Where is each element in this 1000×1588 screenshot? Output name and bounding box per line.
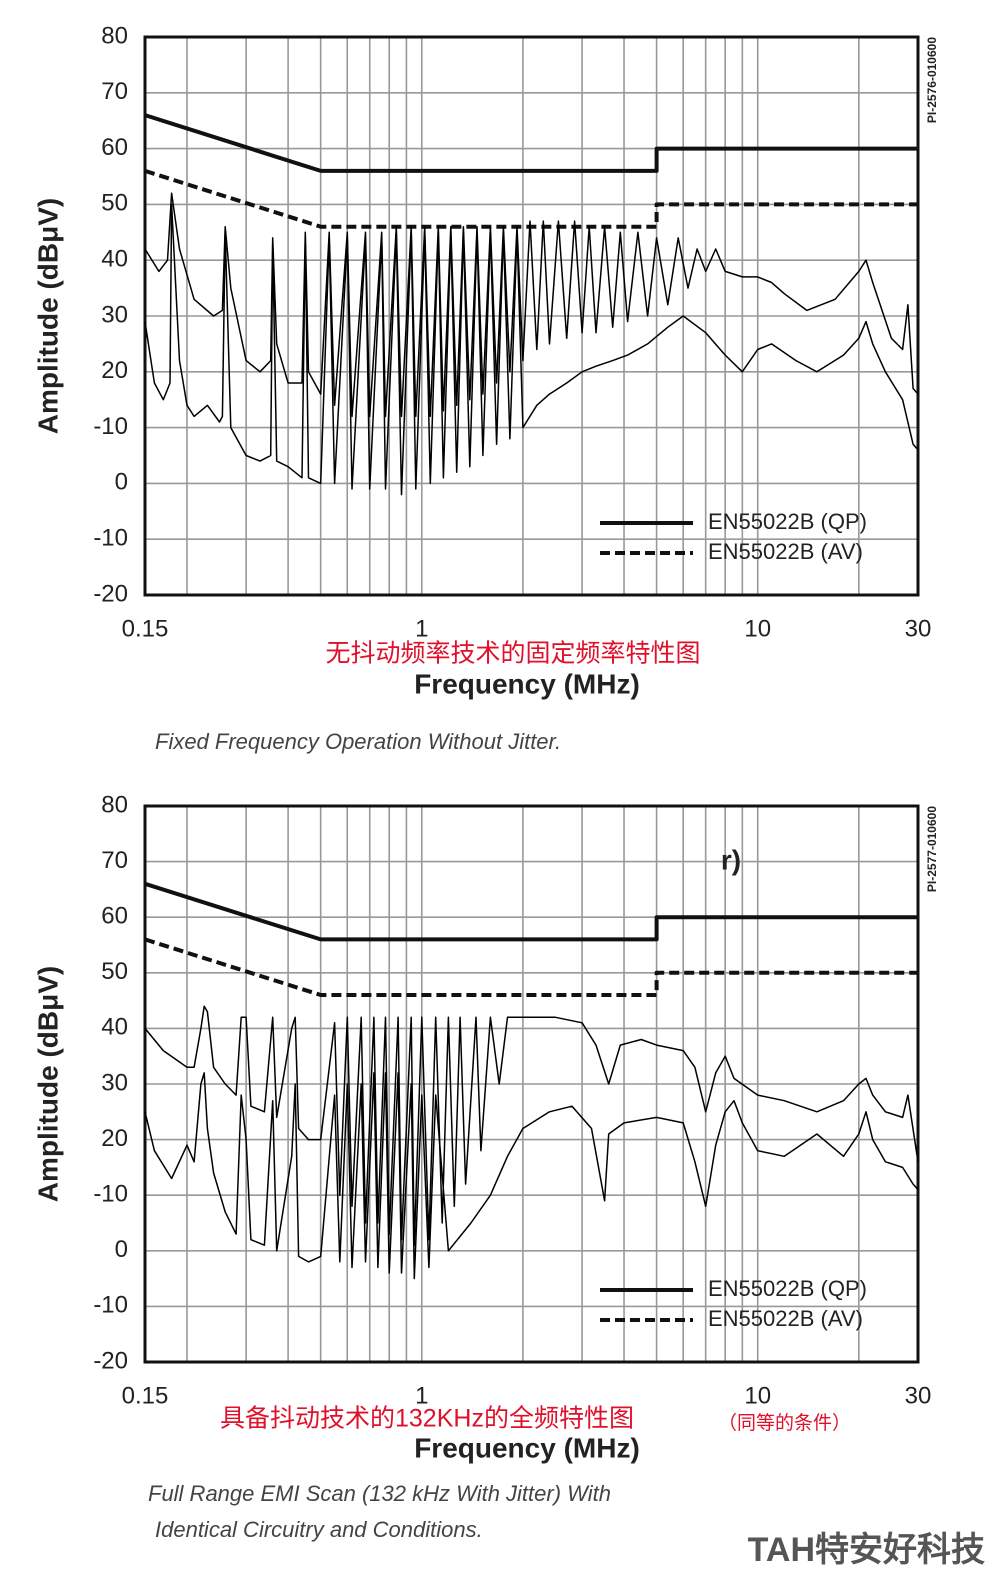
y-tick-label: 20 [101,1125,128,1152]
y-tick-label: 0 [115,1236,128,1263]
legend-label: EN55022B (AV) [708,1306,863,1331]
cn-subtitle: 具备抖动技术的132KHz的全频特性图 [220,1405,634,1433]
chart: -20 -10 0 -10 20 30 40 50 60 70 80 0.15 1 10 30 EN55022… [32,791,939,1541]
figure-id: PI-2577-010600 [925,806,939,892]
figure-id: PI-2576-010600 [925,37,939,123]
x-tick-label: 10 [744,615,771,642]
y-tick-label: -10 [93,1292,128,1319]
plot-frame [143,804,920,1364]
cn-subtitle-note: （同等的条件） [718,1412,851,1434]
emission-trace [144,1005,919,1246]
y-tick-label: -10 [93,1181,128,1208]
y-tick-label: -20 [93,1347,128,1374]
y-tick-label: -10 [93,413,128,440]
y-tick-label: 50 [101,190,128,217]
emission-trace [144,1072,919,1280]
limit-line [144,881,918,942]
caption: Identical Circuitry and Conditions. [155,1517,483,1542]
watermark: TAH特安好科技 [748,1531,985,1569]
y-axis-label: Amplitude (dBμV) [32,198,63,434]
caption: Fixed Frequency Operation Without Jitter… [155,729,561,754]
x-tick-label: 10 [744,1382,771,1409]
y-tick-label: 80 [101,791,128,818]
y-tick-label: 70 [101,847,128,874]
y-tick-label: 70 [101,78,128,105]
caption: Full Range EMI Scan (132 kHz With Jitter… [148,1481,611,1506]
cn-subtitle: 无抖动频率技术的固定频率特性图 [325,640,700,668]
x-axis-label: Frequency (MHz) [414,1432,640,1463]
y-tick-label: 50 [101,958,128,985]
y-tick-label: 30 [101,301,128,328]
y-tick-label: 20 [101,357,128,384]
emission-trace [144,203,919,496]
y-tick-label: 0 [115,469,128,496]
limit-line [144,937,918,997]
y-tick-label: 40 [101,1014,128,1041]
emission-trace [144,192,919,418]
x-axis-label: Frequency (MHz) [414,668,640,699]
note: r) [721,844,741,875]
limit-line [144,168,918,229]
y-tick-label: -20 [93,580,128,607]
legend-label: EN55022B (QP) [708,509,867,534]
x-tick-label: 0.15 [122,1382,169,1409]
y-tick-label: 30 [101,1069,128,1096]
plot-frame [143,35,920,597]
y-axis-label: Amplitude (dBμV) [32,966,63,1202]
y-tick-label: 60 [101,134,128,161]
x-tick-label: 30 [905,615,932,642]
legend-label: EN55022B (AV) [708,539,863,564]
limit-line [144,113,918,173]
x-tick-label: 1 [415,615,428,642]
y-tick-label: 60 [101,903,128,930]
legend-label: EN55022B (QP) [708,1276,867,1301]
chart: -20 -10 0 -10 20 30 40 50 60 70 80 0.15 1 10 30 EN55022… [32,22,939,753]
y-tick-label: 40 [101,246,128,273]
x-tick-label: 30 [905,1382,932,1409]
x-tick-label: 1 [415,1382,428,1409]
y-tick-label: 80 [101,22,128,49]
y-tick-label: -10 [93,525,128,552]
x-tick-label: 0.15 [122,615,169,642]
